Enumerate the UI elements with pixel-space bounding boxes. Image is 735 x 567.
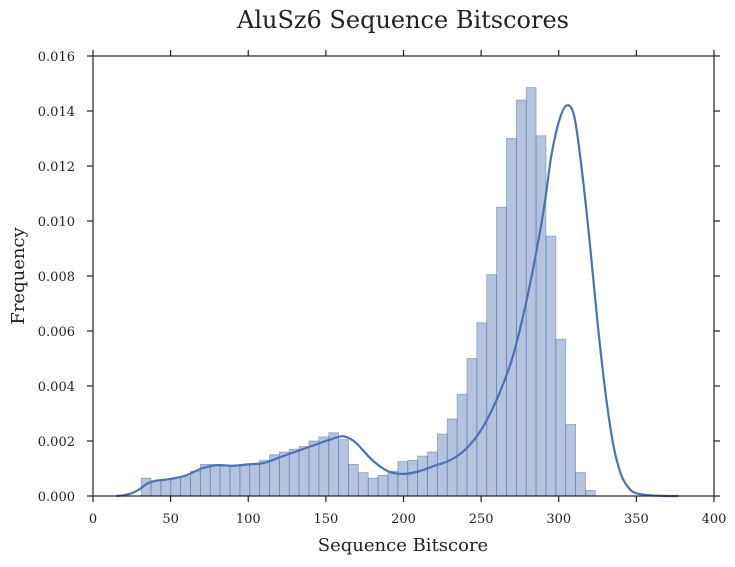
- chart-title: AluSz6 Sequence Bitscores: [236, 6, 569, 34]
- x-tick-label: 400: [702, 512, 727, 527]
- histogram-bar: [545, 235, 557, 497]
- histogram-bar: [209, 463, 221, 497]
- histogram-bar: [535, 135, 547, 497]
- histogram-bar: [486, 274, 497, 497]
- histogram-bar: [348, 463, 359, 497]
- histogram-bar: [318, 436, 330, 497]
- histogram-bar: [259, 459, 270, 497]
- x-tick-label: 50: [162, 512, 179, 527]
- histogram-bar: [239, 463, 251, 497]
- x-axis-label: Sequence Bitscore: [318, 535, 488, 556]
- x-tick-label: 0: [89, 512, 97, 527]
- histogram-bar: [288, 448, 300, 497]
- histogram-bar: [565, 424, 576, 497]
- histogram-bar: [338, 439, 349, 497]
- y-tick-label: 0.002: [38, 435, 75, 450]
- histogram-bar: [150, 480, 162, 497]
- histogram-bar: [387, 470, 399, 497]
- y-tick-label: 0.012: [38, 160, 75, 175]
- histogram-bar: [180, 476, 191, 497]
- kde-curve-layer: [116, 104, 679, 498]
- histogram-bar: [585, 490, 596, 497]
- histogram-bar: [466, 358, 478, 497]
- y-axis-label: Frequency: [8, 226, 29, 324]
- histogram-bar: [407, 459, 418, 497]
- histogram-bar: [328, 432, 340, 497]
- histogram-bar: [456, 393, 468, 497]
- y-tick-label: 0.008: [38, 270, 75, 285]
- axes: 0 50 100 150 200 250 300 350 400 0.000 0.002 0.004 0…: [38, 50, 727, 527]
- y-tick-label: 0.016: [38, 50, 75, 65]
- histogram-bar: [496, 206, 507, 497]
- histogram-bars: [140, 87, 596, 497]
- histogram-bar: [555, 338, 567, 497]
- plot-frame: [92, 55, 715, 497]
- x-tick-label: 200: [391, 512, 416, 527]
- x-tick-label: 250: [469, 512, 494, 527]
- histogram-bar: [427, 451, 438, 497]
- histogram-bar: [515, 99, 527, 497]
- histogram-bar: [229, 465, 241, 497]
- kde-curve: [116, 104, 679, 498]
- histogram-bar: [377, 474, 389, 497]
- y-tick-label: 0.006: [38, 325, 75, 340]
- histogram-bar: [190, 470, 201, 497]
- y-tick-label: 0.004: [38, 380, 75, 395]
- histogram-bar: [397, 461, 409, 497]
- histogram-bar: [170, 477, 182, 497]
- histogram-bar: [417, 455, 428, 497]
- y-tick-label: 0.014: [38, 105, 75, 120]
- histogram-bar: [575, 472, 586, 497]
- histogram-bar: [308, 440, 320, 497]
- histogram-bar: [249, 463, 261, 497]
- x-tick-label: 300: [546, 512, 571, 527]
- histogram-bar: [278, 451, 290, 497]
- histogram-bar: [160, 479, 172, 497]
- histogram-bar: [506, 138, 517, 497]
- x-tick-label: 350: [624, 512, 649, 527]
- y-tick-label: 0.010: [38, 215, 75, 230]
- histogram-bar: [219, 465, 231, 497]
- histogram-bar: [367, 477, 379, 497]
- histogram-bar: [476, 322, 488, 497]
- y-tick-label: 0.000: [38, 490, 75, 505]
- x-tick-label: 150: [313, 512, 338, 527]
- x-tick-label: 100: [236, 512, 261, 527]
- histogram-bar: [298, 446, 310, 497]
- histogram-bar: [357, 472, 369, 497]
